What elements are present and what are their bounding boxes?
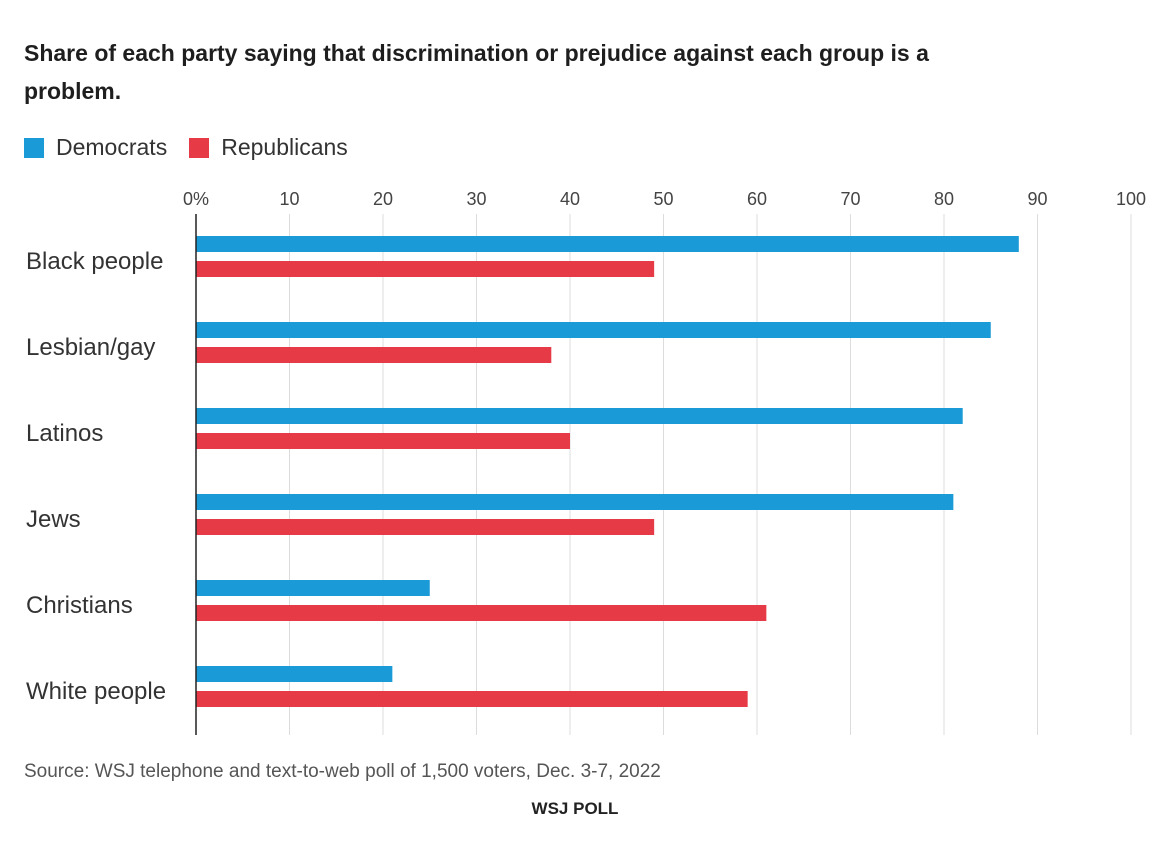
category-label: Christians xyxy=(26,592,133,619)
chart-legend: Democrats Republicans xyxy=(24,134,370,161)
x-tick-label: 60 xyxy=(747,189,767,209)
legend-swatch-democrats xyxy=(24,137,44,158)
bar-republicans xyxy=(196,519,655,535)
chart-title: Share of each party saying that discrimi… xyxy=(24,40,929,104)
x-tick-label: 80 xyxy=(934,189,954,209)
category-label: White people xyxy=(26,678,166,705)
x-tick-label: 50 xyxy=(653,189,673,209)
x-tick-label: 10 xyxy=(279,189,299,209)
legend-label-republicans: Republicans xyxy=(221,134,348,160)
bar-republicans xyxy=(196,347,552,363)
x-tick-label: 90 xyxy=(1027,189,1047,209)
category-label: Latinos xyxy=(26,420,103,447)
legend-item-republicans: Republicans xyxy=(189,134,348,161)
legend-label-democrats: Democrats xyxy=(56,134,168,160)
bar-republicans xyxy=(196,433,570,449)
bar-republicans xyxy=(196,691,748,707)
legend-item-democrats: Democrats xyxy=(24,134,167,161)
bar-democrats xyxy=(196,494,954,510)
bar-democrats xyxy=(196,666,393,682)
bar-democrats xyxy=(196,236,1019,252)
x-tick-label: 40 xyxy=(560,189,580,209)
bar-democrats xyxy=(196,322,991,338)
category-label: Lesbian/gay xyxy=(26,334,155,361)
x-tick-label: 100 xyxy=(1116,189,1146,209)
bar-chart: 0% 10 20 30 40 50 60 70 80 90 100 Black people Lesbi… xyxy=(26,189,1146,735)
category-label: Black people xyxy=(26,248,163,275)
source-note: Source: WSJ telephone and text-to-web po… xyxy=(24,761,661,782)
bar-democrats xyxy=(196,408,963,424)
category-label: Jews xyxy=(26,506,81,533)
x-tick-label: 30 xyxy=(466,189,486,209)
bar-democrats xyxy=(196,580,430,596)
legend-swatch-republicans xyxy=(189,137,210,158)
credit-label: WSJ POLL xyxy=(531,799,619,818)
x-tick-label: 70 xyxy=(840,189,860,209)
bar-republicans xyxy=(196,605,767,621)
x-tick-label: 0% xyxy=(183,189,209,209)
x-tick-label: 20 xyxy=(373,189,393,209)
bar-republicans xyxy=(196,261,655,277)
